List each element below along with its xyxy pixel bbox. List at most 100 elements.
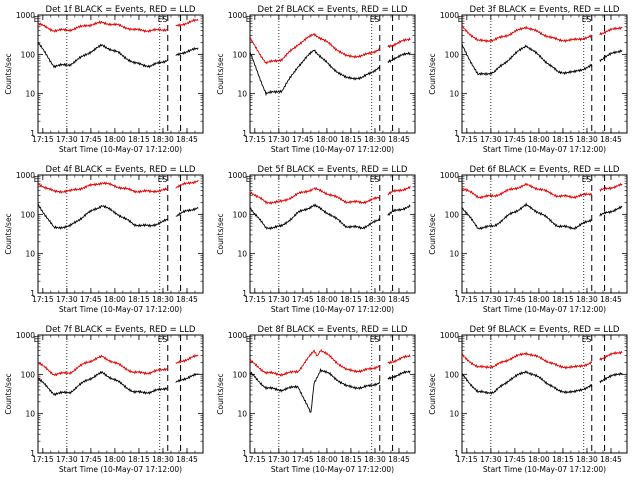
y-tick-label: 1000 bbox=[440, 11, 459, 20]
plot-frame bbox=[249, 14, 416, 134]
lld-series-line bbox=[461, 25, 593, 43]
y-tick-label: 10 bbox=[449, 250, 459, 259]
x-tick-label: 18:30 bbox=[364, 295, 386, 304]
panel-1: Det 1f BLACK = Events, RED = LLD 1 10 100 10… bbox=[4, 5, 204, 154]
x-axis-label: Start Time (10-May-07 17:12:00) bbox=[271, 465, 394, 474]
events-series-line bbox=[175, 46, 199, 57]
y-tick-label: 100 bbox=[21, 50, 36, 59]
x-axis-label: Start Time (10-May-07 17:12:00) bbox=[483, 145, 606, 154]
x-axis-label: Start Time (10-May-07 17:12:00) bbox=[271, 305, 394, 314]
y-tick-label: 1 bbox=[454, 449, 459, 458]
marker-e: E bbox=[246, 175, 251, 184]
marker-e: E bbox=[34, 335, 39, 344]
plot-frame bbox=[249, 174, 416, 294]
panel-2: Det 2f BLACK = Events, RED = LLD 1 10 100 10… bbox=[216, 5, 416, 154]
marker-e: E bbox=[34, 15, 39, 24]
x-tick-label: 18:15 bbox=[128, 135, 150, 144]
y-tick-label: 1 bbox=[242, 129, 247, 138]
events-series-line bbox=[461, 202, 593, 231]
x-tick-label: 18:00 bbox=[104, 455, 126, 464]
y-tick-label: 10 bbox=[25, 90, 35, 99]
x-tick-label: 18:00 bbox=[316, 295, 338, 304]
x-tick-label: 18:30 bbox=[152, 455, 174, 464]
marker-s: ES bbox=[582, 15, 592, 24]
x-tick-label: 18:15 bbox=[552, 455, 574, 464]
panel-title: Det 7f BLACK = Events, RED = LLD bbox=[46, 325, 196, 335]
x-tick-label: 18:30 bbox=[576, 295, 598, 304]
lld-series-line bbox=[37, 20, 168, 34]
x-tick-label: 18:00 bbox=[316, 455, 338, 464]
marker-e: E bbox=[458, 175, 463, 184]
x-tick-label: 17:30 bbox=[56, 295, 78, 304]
y-axis-label: Counts/sec bbox=[216, 53, 225, 94]
panel-title: Det 4f BLACK = Events, RED = LLD bbox=[46, 165, 196, 175]
y-tick-label: 1 bbox=[30, 129, 35, 138]
panel-title: Det 6f BLACK = Events, RED = LLD bbox=[470, 165, 620, 175]
x-tick-label: 18:30 bbox=[576, 455, 598, 464]
lld-series-line bbox=[599, 350, 623, 361]
events-series-line bbox=[249, 367, 381, 413]
x-tick-label: 18:00 bbox=[528, 455, 550, 464]
x-tick-label: 18:45 bbox=[176, 455, 198, 464]
x-tick-label: 17:15 bbox=[244, 455, 266, 464]
x-tick-label: 18:00 bbox=[104, 135, 126, 144]
x-tick-label: 18:45 bbox=[176, 135, 198, 144]
x-tick-label: 18:00 bbox=[104, 295, 126, 304]
y-axis-label: Counts/sec bbox=[4, 53, 13, 94]
x-tick-label: 18:45 bbox=[388, 295, 410, 304]
marker-s: ES bbox=[370, 335, 380, 344]
events-series-line bbox=[37, 370, 169, 397]
plot-frame bbox=[37, 14, 204, 134]
x-tick-label: 18:45 bbox=[176, 295, 198, 304]
x-tick-label: 18:30 bbox=[364, 455, 386, 464]
x-tick-label: 17:45 bbox=[504, 295, 526, 304]
plot-frame bbox=[461, 334, 628, 454]
y-tick-label: 1000 bbox=[16, 171, 35, 180]
x-tick-label: 17:15 bbox=[32, 135, 54, 144]
events-series-line bbox=[461, 43, 593, 77]
x-tick-label: 18:15 bbox=[128, 295, 150, 304]
x-tick-label: 17:45 bbox=[292, 455, 314, 464]
x-tick-label: 18:15 bbox=[128, 455, 150, 464]
y-tick-label: 1000 bbox=[228, 171, 247, 180]
x-tick-label: 17:15 bbox=[244, 295, 266, 304]
events-series-line bbox=[599, 371, 623, 384]
marker-e: E bbox=[34, 175, 39, 184]
plot-frame bbox=[249, 334, 416, 454]
y-tick-label: 1000 bbox=[16, 331, 35, 340]
x-axis-label: Start Time (10-May-07 17:12:00) bbox=[59, 305, 182, 314]
x-tick-label: 17:45 bbox=[80, 135, 102, 144]
y-tick-label: 1000 bbox=[16, 11, 35, 20]
events-series-line bbox=[175, 206, 199, 217]
marker-s: ES bbox=[370, 175, 380, 184]
x-tick-label: 17:15 bbox=[244, 135, 266, 144]
y-tick-label: 1000 bbox=[440, 171, 459, 180]
x-tick-label: 17:15 bbox=[32, 455, 54, 464]
y-tick-label: 1000 bbox=[228, 11, 247, 20]
lld-series-line bbox=[599, 182, 623, 192]
x-tick-label: 17:45 bbox=[504, 455, 526, 464]
panel-title: Det 9f BLACK = Events, RED = LLD bbox=[470, 325, 620, 335]
events-series-line bbox=[37, 42, 169, 69]
events-series-line bbox=[599, 205, 623, 217]
events-series-line bbox=[249, 49, 381, 97]
y-axis-label: Counts/sec bbox=[4, 373, 13, 414]
y-tick-label: 100 bbox=[21, 370, 36, 379]
lld-series-line bbox=[387, 185, 411, 196]
panel-8: Det 8f BLACK = Events, RED = LLD 1 10 100 10… bbox=[216, 325, 416, 474]
x-tick-label: 18:15 bbox=[340, 455, 362, 464]
y-tick-label: 100 bbox=[21, 210, 36, 219]
marker-s: ES bbox=[158, 175, 168, 184]
marker-e: E bbox=[458, 15, 463, 24]
y-tick-label: 10 bbox=[237, 90, 247, 99]
x-tick-label: 18:45 bbox=[600, 135, 622, 144]
y-tick-label: 1 bbox=[242, 449, 247, 458]
y-tick-label: 10 bbox=[449, 410, 459, 419]
panel-title: Det 5f BLACK = Events, RED = LLD bbox=[258, 165, 408, 175]
panel-3: Det 3f BLACK = Events, RED = LLD 1 10 100 10… bbox=[428, 5, 628, 154]
marker-s: ES bbox=[158, 15, 168, 24]
plot-frame bbox=[37, 174, 204, 294]
y-axis-label: Counts/sec bbox=[4, 213, 13, 254]
x-tick-label: 18:30 bbox=[152, 295, 174, 304]
